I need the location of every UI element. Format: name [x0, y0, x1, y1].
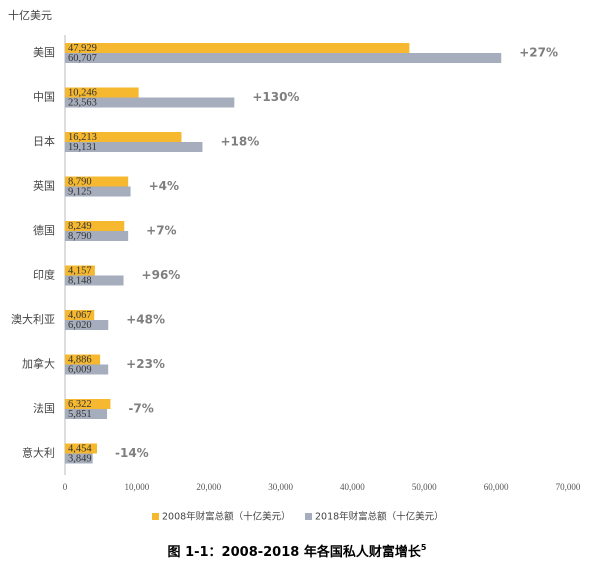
value-label: 16,213 — [68, 132, 97, 143]
value-label: 4,067 — [68, 310, 92, 321]
x-tick-label: 20,000 — [196, 482, 221, 492]
category-label: 中国 — [33, 91, 55, 104]
value-label: 4,454 — [68, 443, 92, 454]
x-tick-label: 10,000 — [124, 482, 149, 492]
value-label: 19,131 — [68, 142, 97, 153]
growth-label: +96% — [142, 268, 181, 282]
growth-label: -7% — [128, 402, 153, 416]
category-label: 法国 — [33, 401, 55, 415]
value-label: 8,790 — [68, 231, 92, 242]
unit-label: 十亿美元 — [8, 8, 52, 22]
bar — [65, 221, 125, 231]
category-label: 日本 — [33, 134, 55, 148]
value-label: 4,886 — [68, 354, 92, 365]
growth-label: +7% — [146, 224, 176, 238]
category-label: 英国 — [33, 179, 55, 193]
bar — [65, 310, 95, 320]
growth-label: +48% — [126, 313, 165, 327]
bar — [65, 142, 203, 152]
value-label: 6,322 — [68, 399, 92, 410]
growth-label: +4% — [149, 179, 179, 193]
bar — [65, 275, 124, 286]
bar — [65, 176, 129, 187]
bar — [65, 265, 95, 276]
x-tick-label: 60,000 — [484, 482, 509, 492]
value-label: 3,849 — [68, 453, 92, 464]
bar — [65, 399, 111, 409]
value-label: 8,790 — [68, 176, 92, 187]
caption-note: 5 — [421, 543, 427, 552]
category-label: 美国 — [33, 46, 55, 59]
value-label: 10,246 — [68, 87, 97, 98]
growth-label: -14% — [115, 446, 149, 460]
category-label: 澳大利亚 — [11, 312, 55, 326]
bar — [65, 186, 131, 197]
x-tick-label: 0 — [63, 482, 68, 492]
growth-label: +23% — [126, 357, 165, 371]
legend-swatch — [152, 513, 159, 520]
bar — [65, 453, 93, 464]
value-label: 9,125 — [68, 186, 92, 197]
value-label: 60,707 — [68, 53, 97, 64]
value-label: 4,157 — [68, 265, 92, 276]
legend-swatch — [305, 513, 312, 520]
bar — [65, 53, 502, 63]
value-label: 6,020 — [68, 320, 92, 331]
value-label: 6,009 — [68, 364, 92, 375]
growth-label: +18% — [220, 135, 259, 149]
bar — [65, 43, 410, 53]
legend-label: 2018年财富总额（十亿美元） — [315, 511, 444, 523]
growth-label: +130% — [252, 90, 299, 104]
x-tick-label: 70,000 — [556, 482, 581, 492]
value-label: 5,851 — [68, 409, 92, 420]
x-tick-label: 40,000 — [340, 482, 365, 492]
bar — [65, 409, 108, 419]
value-label: 8,249 — [68, 221, 92, 232]
bar — [65, 320, 109, 330]
category-label: 意大利 — [22, 446, 55, 460]
bar — [65, 97, 235, 108]
value-label: 8,148 — [68, 275, 92, 286]
bar — [65, 87, 139, 98]
category-label: 德国 — [33, 223, 55, 237]
category-label: 加拿大 — [22, 357, 55, 371]
category-label: 印度 — [33, 268, 55, 282]
bar — [65, 231, 129, 241]
x-tick-label: 30,000 — [268, 482, 293, 492]
value-label: 47,929 — [68, 43, 97, 54]
bar — [65, 443, 98, 454]
legend-label: 2008年财富总额（十亿美元） — [162, 511, 291, 523]
caption: 图 1-1：2008-2018 年各国私人财富增长5 — [168, 543, 427, 560]
bar — [65, 132, 182, 142]
growth-label: +27% — [519, 46, 558, 60]
value-label: 23,563 — [68, 97, 97, 108]
bar — [65, 354, 101, 365]
bar — [65, 364, 109, 375]
caption-text: 图 1-1：2008-2018 年各国私人财富增长 — [168, 544, 422, 560]
x-tick-label: 50,000 — [412, 482, 437, 492]
